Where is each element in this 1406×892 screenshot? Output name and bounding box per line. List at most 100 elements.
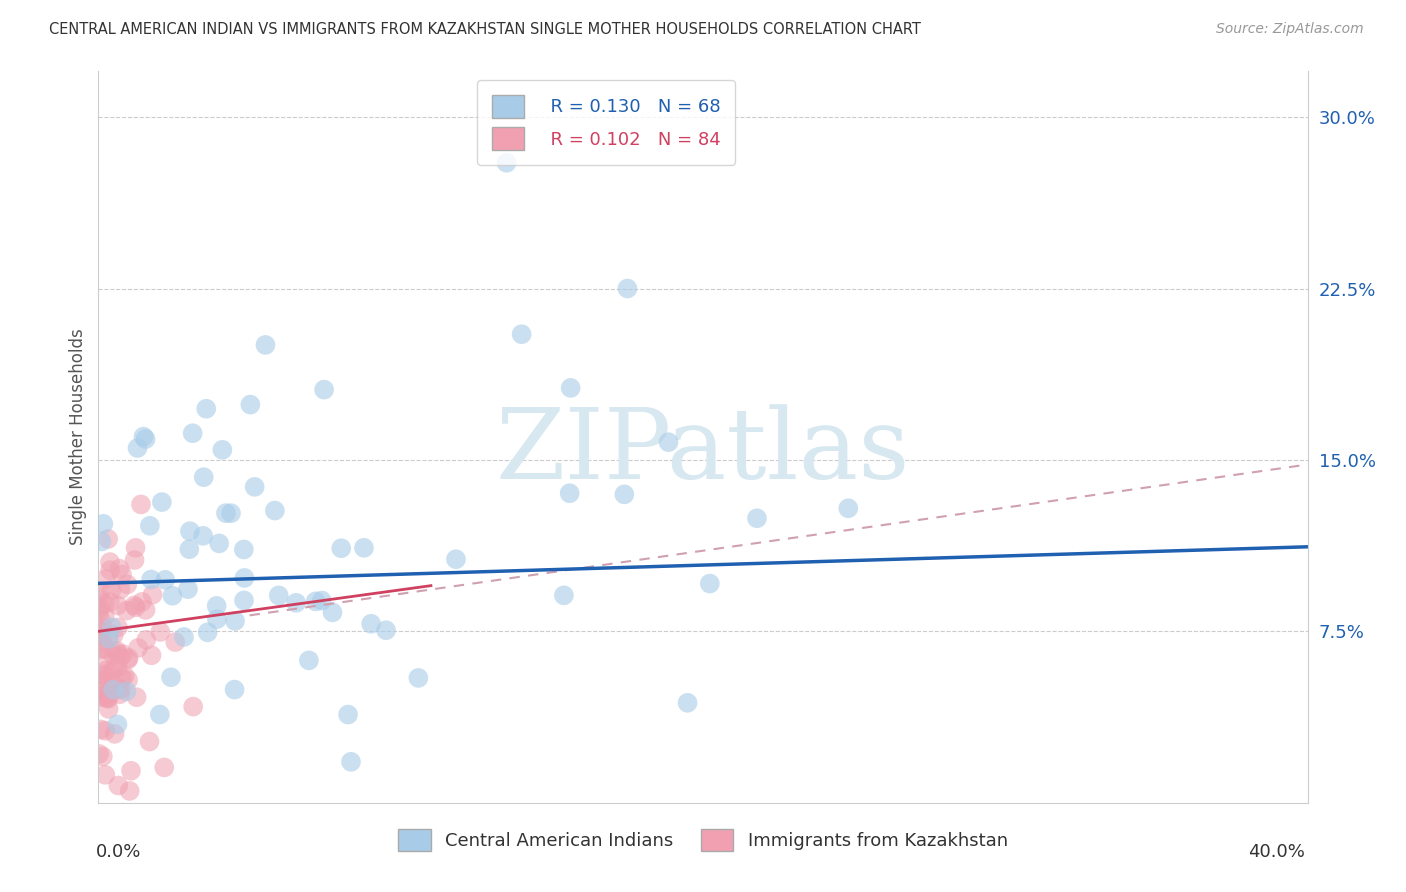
Point	[103, 661, 125, 675]
Point	[87, 747, 110, 761]
Point	[314, 383, 336, 397]
Point	[90, 534, 112, 549]
Point	[267, 588, 290, 602]
Point	[153, 573, 176, 587]
Point	[107, 779, 129, 793]
Text: ZIPatlas: ZIPatlas	[496, 404, 910, 500]
Point	[173, 630, 195, 644]
Point	[125, 690, 148, 705]
Point	[117, 577, 139, 591]
Point	[97, 702, 120, 716]
Point	[101, 682, 124, 697]
Point	[305, 594, 328, 608]
Point	[179, 524, 201, 539]
Text: Source: ZipAtlas.com: Source: ZipAtlas.com	[1216, 22, 1364, 37]
Point	[91, 683, 114, 698]
Point	[232, 542, 254, 557]
Point	[321, 606, 343, 620]
Point	[205, 599, 228, 613]
Point	[111, 567, 134, 582]
Point	[149, 624, 172, 639]
Point	[613, 487, 636, 501]
Point	[139, 518, 162, 533]
Point	[93, 597, 115, 611]
Point	[553, 588, 575, 602]
Point	[90, 641, 112, 656]
Point	[375, 624, 398, 638]
Point	[125, 600, 148, 615]
Point	[107, 599, 129, 613]
Point	[160, 670, 183, 684]
Point	[132, 430, 155, 444]
Point	[197, 625, 219, 640]
Point	[87, 591, 110, 605]
Point	[111, 671, 134, 685]
Point	[224, 682, 246, 697]
Point	[745, 511, 768, 525]
Point	[97, 690, 120, 705]
Point	[219, 506, 242, 520]
Point	[89, 604, 111, 618]
Point	[110, 650, 132, 665]
Text: CENTRAL AMERICAN INDIAN VS IMMIGRANTS FROM KAZAKHSTAN SINGLE MOTHER HOUSEHOLDS C: CENTRAL AMERICAN INDIAN VS IMMIGRANTS FR…	[49, 22, 921, 37]
Point	[91, 650, 114, 665]
Point	[91, 621, 114, 635]
Legend: Central American Indians, Immigrants from Kazakhstan: Central American Indians, Immigrants fro…	[389, 820, 1017, 860]
Point	[233, 571, 256, 585]
Point	[110, 582, 132, 597]
Point	[97, 631, 120, 645]
Point	[616, 281, 638, 295]
Point	[101, 620, 124, 634]
Point	[107, 647, 129, 661]
Point	[340, 755, 363, 769]
Point	[191, 529, 214, 543]
Point	[94, 768, 117, 782]
Point	[114, 669, 136, 683]
Point	[110, 682, 132, 697]
Point	[444, 552, 467, 566]
Point	[337, 707, 360, 722]
Point	[353, 541, 375, 555]
Point	[243, 480, 266, 494]
Point	[676, 696, 699, 710]
Point	[177, 582, 200, 597]
Point	[108, 562, 131, 576]
Point	[150, 495, 173, 509]
Point	[495, 155, 517, 169]
Point	[94, 608, 117, 623]
Point	[98, 555, 121, 569]
Point	[118, 784, 141, 798]
Point	[153, 760, 176, 774]
Point	[100, 665, 122, 680]
Point	[135, 603, 157, 617]
Point	[135, 632, 157, 647]
Point	[837, 501, 859, 516]
Point	[124, 541, 146, 555]
Point	[107, 717, 129, 731]
Point	[100, 682, 122, 697]
Point	[165, 635, 187, 649]
Point	[131, 595, 153, 609]
Y-axis label: Single Mother Households: Single Mother Households	[69, 329, 87, 545]
Point	[111, 647, 134, 661]
Point	[117, 673, 139, 687]
Point	[96, 691, 118, 706]
Point	[254, 338, 277, 352]
Point	[89, 600, 111, 615]
Point	[233, 593, 256, 607]
Point	[162, 589, 184, 603]
Point	[560, 381, 582, 395]
Point	[181, 699, 204, 714]
Point	[103, 628, 125, 642]
Point	[115, 604, 138, 618]
Point	[98, 563, 121, 577]
Point	[149, 707, 172, 722]
Point	[657, 435, 679, 450]
Point	[93, 668, 115, 682]
Point	[118, 651, 141, 665]
Point	[139, 573, 162, 587]
Point	[205, 612, 228, 626]
Point	[108, 681, 131, 696]
Point	[285, 596, 308, 610]
Point	[135, 432, 157, 446]
